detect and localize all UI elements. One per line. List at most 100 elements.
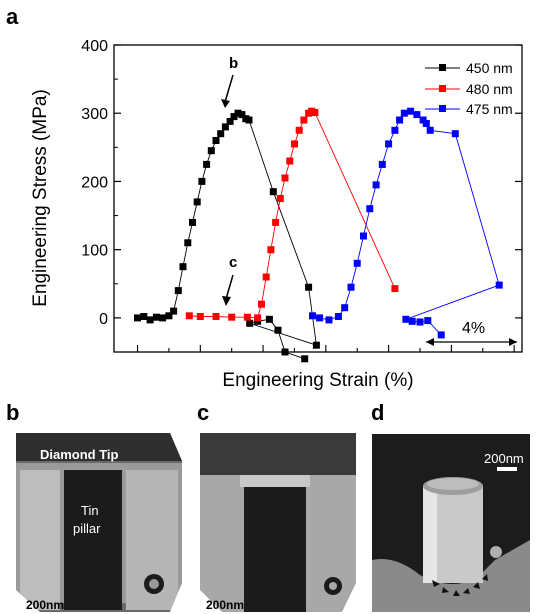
data-point	[305, 283, 313, 291]
data-point	[221, 123, 229, 131]
micrograph-d: 200nm	[372, 434, 530, 612]
data-point	[372, 181, 380, 189]
data-point	[396, 116, 404, 124]
data-point	[234, 109, 242, 117]
data-point	[408, 317, 416, 325]
data-point	[265, 315, 273, 323]
data-point	[300, 116, 308, 124]
data-point	[185, 312, 193, 320]
annotation-c: c	[222, 254, 237, 306]
data-point	[226, 117, 234, 125]
panel-label-b: b	[6, 400, 19, 425]
data-point	[312, 341, 320, 349]
data-point	[184, 239, 192, 247]
data-point	[189, 218, 196, 226]
data-point	[238, 111, 246, 119]
data-point	[230, 113, 238, 121]
data-point	[402, 315, 410, 323]
data-point	[269, 188, 277, 196]
data-point	[291, 140, 298, 148]
legend-label-475: 475 nm	[466, 101, 513, 117]
stress-strain-chart: 0 100 200 300 400 Engineering Strain (%) Eng…	[30, 38, 523, 391]
data-point	[207, 147, 215, 155]
scale-label-b: 200nm	[26, 598, 64, 612]
data-point	[426, 126, 434, 134]
series-lines	[137, 110, 500, 360]
panel-label-d: d	[371, 400, 384, 425]
y-tick-label: 300	[81, 106, 108, 123]
series-line-2	[312, 110, 500, 336]
legend-marker-475	[439, 105, 446, 112]
data-point	[437, 331, 445, 339]
data-point	[272, 218, 280, 226]
micrograph-c: 200nm	[200, 433, 356, 612]
data-point	[495, 281, 503, 289]
data-point	[325, 316, 333, 324]
data-point	[413, 111, 421, 119]
data-point	[276, 195, 284, 202]
data-point	[217, 130, 225, 138]
annotation-b: b	[221, 55, 238, 108]
micrograph-b: Diamond Tip Tin pillar 200nm	[16, 433, 182, 612]
data-point	[179, 263, 187, 271]
data-point	[281, 174, 289, 182]
data-point	[212, 313, 220, 320]
x-axis-label: Engineering Strain (%)	[222, 370, 413, 391]
data-point	[258, 300, 265, 308]
data-point	[212, 137, 220, 144]
y-tick-label: 200	[81, 174, 108, 191]
data-point	[360, 232, 367, 240]
data-point	[451, 130, 459, 138]
data-point	[243, 313, 251, 321]
data-point	[228, 313, 236, 321]
panel-label-a: a	[6, 4, 19, 29]
data-point	[347, 283, 355, 291]
data-point	[295, 126, 303, 134]
data-point	[416, 318, 424, 326]
data-point	[203, 160, 211, 168]
scale-bar-label: 4%	[462, 320, 485, 337]
legend: 450 nm 480 nm 475 nm	[425, 60, 513, 117]
data-point	[245, 116, 253, 124]
data-point	[424, 317, 432, 325]
annotation-c-label: c	[229, 254, 237, 271]
y-axis-ticks: 0 100 200 300 400	[81, 38, 522, 328]
data-point	[391, 285, 399, 293]
data-point	[140, 313, 148, 320]
data-point	[146, 316, 154, 324]
data-point	[311, 109, 319, 116]
data-point	[391, 126, 399, 134]
plot-frame	[113, 44, 523, 353]
data-point	[174, 287, 182, 295]
y-tick-label: 400	[81, 38, 108, 55]
panel-label-c: c	[197, 400, 209, 425]
data-point	[400, 109, 408, 117]
data-point	[267, 246, 275, 254]
data-point	[198, 177, 206, 185]
data-point	[407, 107, 415, 115]
data-point	[385, 140, 393, 148]
scale-label-d: 200nm	[484, 451, 524, 466]
data-point	[159, 314, 167, 322]
tip-label: Diamond Tip	[40, 447, 119, 462]
data-point	[353, 259, 361, 267]
data-point	[286, 157, 294, 165]
data-point	[193, 198, 201, 206]
data-point	[316, 314, 324, 322]
y-axis-label: Engineering Stress (MPa)	[30, 89, 51, 307]
data-point	[309, 312, 316, 320]
data-point	[246, 319, 254, 327]
scale-label-c: 200nm	[206, 598, 244, 612]
data-point	[262, 273, 270, 281]
pillar-label-1: Tin	[81, 503, 99, 518]
y-tick-label: 0	[99, 311, 108, 328]
annotation-b-label: b	[229, 55, 238, 72]
data-point	[378, 160, 386, 168]
pillar-label-2: pillar	[73, 521, 101, 536]
x-axis-ticks	[136, 345, 515, 352]
data-point	[254, 314, 262, 322]
data-point	[134, 314, 141, 322]
series-line-0	[137, 112, 317, 360]
strain-scale-bar: 4%	[426, 320, 517, 346]
